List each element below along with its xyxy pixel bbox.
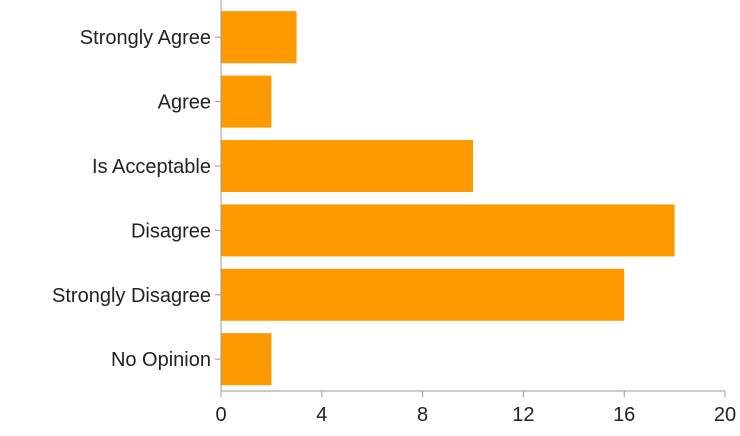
bars-group	[221, 11, 675, 386]
category-label-strongly-disagree: Strongly Disagree	[52, 285, 211, 307]
axes-group	[215, 0, 725, 392]
x-ticks-group: 0 4 8 12 16 20	[215, 391, 736, 426]
category-label-disagree: Disagree	[131, 220, 211, 242]
x-tick-label-12: 12	[512, 404, 534, 426]
bar-strongly-agree	[221, 11, 297, 64]
category-label-strongly-agree: Strongly Agree	[80, 27, 211, 49]
bar-agree	[221, 75, 272, 128]
x-tick-label-20: 20	[714, 404, 736, 426]
bar-strongly-disagree	[221, 268, 625, 321]
category-label-is-acceptable: Is Acceptable	[92, 156, 211, 178]
x-tick-label-0: 0	[215, 404, 226, 426]
x-tick-label-16: 16	[613, 404, 635, 426]
bar-disagree	[221, 204, 675, 257]
category-label-no-opinion: No Opinion	[111, 349, 211, 371]
x-tick-label-8: 8	[417, 404, 428, 426]
x-tick-label-4: 4	[316, 404, 327, 426]
category-label-agree: Agree	[158, 92, 211, 114]
category-labels-group: Strongly Agree Agree Is Acceptable Disagree…	[52, 27, 211, 371]
bar-no-opinion	[221, 333, 272, 386]
bar-is-acceptable	[221, 140, 473, 192]
